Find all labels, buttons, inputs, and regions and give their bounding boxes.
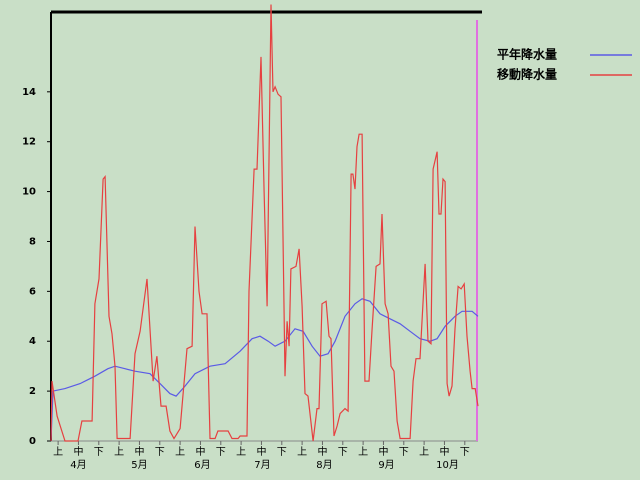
month-label: 5月 [131, 459, 147, 471]
y-tick-label: 10 [22, 187, 36, 198]
y-tick-label: 14 [22, 87, 36, 98]
x-tick-label: 上 [419, 446, 429, 458]
x-tick-label: 中 [195, 445, 205, 458]
legend-label: 平年降水量 [497, 47, 557, 62]
x-tick-label: 上 [297, 446, 307, 458]
y-tick-label: 6 [29, 286, 36, 297]
legend-label: 移動降水量 [497, 67, 557, 82]
y-tick-label: 4 [29, 336, 36, 347]
x-tick-label: 下 [338, 447, 348, 458]
series-line [50, 4, 479, 442]
x-tick-label: 下 [155, 447, 165, 458]
x-tick-label: 下 [94, 447, 104, 458]
month-label: 8月 [316, 459, 332, 471]
x-tick-label: 上 [114, 446, 124, 458]
month-label: 9月 [378, 459, 394, 471]
x-tick-label: 上 [358, 446, 368, 458]
x-tick-label: 中 [439, 445, 449, 458]
y-tick-label: 12 [22, 137, 36, 148]
x-tick-label: 下 [399, 447, 409, 458]
y-tick-label: 8 [29, 236, 36, 247]
month-label: 10月 [436, 459, 459, 471]
x-tick-label: 中 [317, 445, 327, 458]
x-tick-label: 下 [460, 447, 470, 458]
x-tick-label: 上 [53, 446, 63, 458]
y-tick-label: 0 [29, 436, 36, 447]
month-label: 4月 [70, 459, 86, 471]
x-tick-label: 上 [236, 446, 246, 458]
x-tick-label: 中 [73, 445, 83, 458]
month-label: 7月 [254, 459, 270, 471]
x-tick-label: 下 [216, 447, 226, 458]
month-label: 6月 [194, 459, 210, 471]
x-tick-label: 中 [256, 445, 266, 458]
x-tick-label: 中 [134, 445, 144, 458]
x-tick-label: 中 [378, 445, 388, 458]
x-tick-label: 下 [277, 447, 287, 458]
x-tick-label: 上 [175, 446, 185, 458]
y-tick-label: 2 [29, 386, 36, 397]
